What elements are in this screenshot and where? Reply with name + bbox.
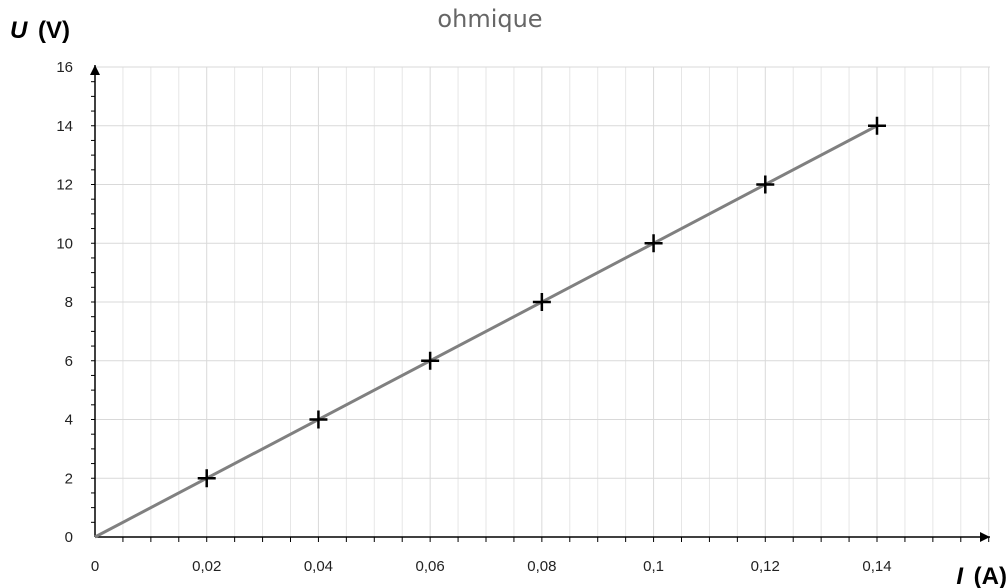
x-axis-symbol: I (956, 563, 964, 588)
tick-labels: 0 0,02 0,04 0,06 0,08 0,1 0,12 0,14 0 2 4 6 8 10 12 14 1… (56, 59, 891, 575)
y-tick-label: 10 (56, 235, 73, 252)
y-tick-label: 8 (65, 294, 73, 311)
data-point (756, 175, 775, 194)
x-tick-label: 0,12 (751, 558, 780, 575)
y-axis-title: U (V) (10, 17, 70, 44)
y-tick-label: 2 (65, 470, 73, 487)
x-tick-label: 0,08 (527, 558, 556, 575)
x-axis-unit: (A) (974, 563, 1007, 588)
x-tick-label: 0,04 (304, 558, 333, 575)
trendline (94, 124, 878, 539)
y-tick-label: 16 (56, 59, 73, 76)
x-tick-label: 0 (91, 558, 99, 575)
data-point (532, 293, 551, 311)
x-tick-label: 0,02 (192, 558, 221, 575)
x-tick-label: 0,06 (416, 558, 445, 575)
y-axis-symbol: U (10, 17, 28, 44)
data-point (868, 116, 886, 135)
axes (90, 65, 990, 542)
data-point (644, 234, 663, 253)
y-tick-label: 0 (65, 529, 73, 546)
y-tick-label: 6 (65, 353, 73, 370)
x-axis-arrow (980, 532, 990, 542)
data-points (197, 116, 886, 488)
chart-title: ohmique (437, 5, 542, 33)
x-tick-label: 0,1 (643, 558, 664, 575)
x-axis-title: I (A) (956, 563, 1007, 588)
y-tick-label: 4 (65, 412, 73, 429)
data-point (197, 469, 216, 488)
grid (95, 66, 990, 537)
y-axis-unit: (V) (38, 17, 70, 44)
data-point (309, 410, 328, 429)
y-tick-label: 12 (56, 177, 73, 194)
data-point (421, 351, 440, 370)
trendline-group (94, 124, 878, 539)
x-tick-label: 0,14 (862, 558, 891, 575)
y-axis-arrow (90, 65, 100, 75)
y-tick-label: 14 (56, 118, 73, 135)
